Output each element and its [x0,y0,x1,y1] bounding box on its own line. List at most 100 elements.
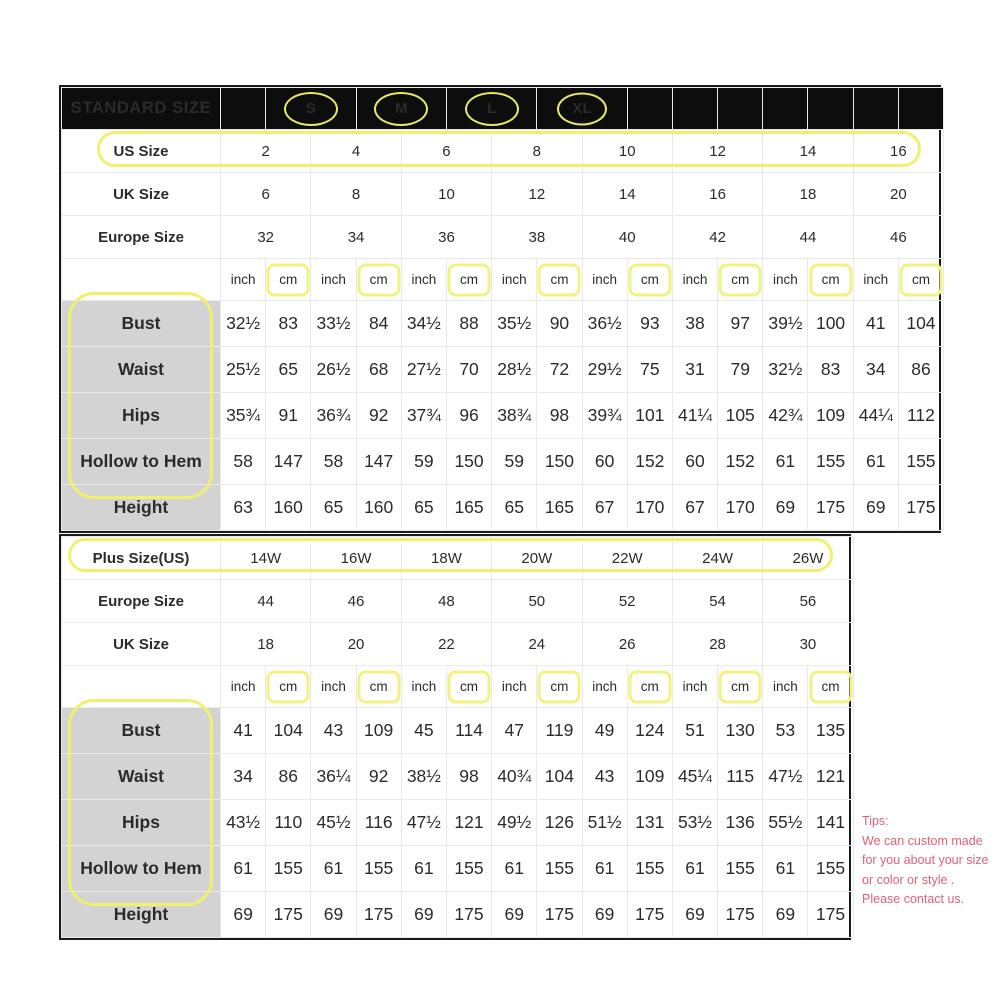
tips-line-4: Please contact us. [862,892,965,906]
unit-cell-inch-2: inch [310,258,357,301]
measure-cell-1-12: 32½ [762,346,809,393]
plus-measure-cell-1-6: 40¾ [491,753,538,800]
plus-measure-cell-3-0: 61 [219,845,267,892]
plus-measure-cell-3-10: 61 [671,845,719,892]
measure-label-height: Height [61,484,221,531]
plus-row-label-plus-size-us: Plus Size(US) [61,536,221,580]
unit-cell-cm-9: cm [626,258,673,301]
size-label-l: L [445,87,538,130]
measure-cell-1-11: 79 [717,346,764,393]
unit-text: inch [772,679,798,694]
plus-unit-cell-inch-2: inch [310,665,357,708]
plus-measure-cell-4-3: 175 [355,891,402,938]
cell-2-0: 32 [219,215,312,259]
measure-cell-0-9: 93 [626,300,673,347]
plus-measure-cell-3-3: 155 [355,845,402,892]
plus-measure-cell-3-12: 61 [762,845,809,892]
header-spacer-cell [717,87,764,130]
tips-line-0: Tips: [862,814,889,828]
plus-cell-0-2: 18W [400,536,493,580]
unit-text: cm [279,272,298,287]
plus-measure-cell-0-7: 119 [536,707,583,754]
plus-measure-cell-1-7: 104 [536,753,583,800]
plus-unit-cell-inch-6: inch [491,665,538,708]
header-spacer-cell [671,87,719,130]
header-spacer-cell [852,87,899,130]
plus-measure-cell-3-9: 155 [626,845,673,892]
cell-1-1: 8 [310,172,402,216]
standard-size-body: STANDARD SIZE S M L XL US Size 2 4 6 8 10 12 14 16 UK … [61,87,945,531]
table-row: Hollow to Hem 58 147 58 147 59 150 59 150 60 152 60… [61,438,945,485]
measure-cell-4-10: 67 [671,484,719,531]
plus-measure-cell-3-2: 61 [310,845,357,892]
size-label-text: XL [572,100,592,117]
plus-unit-cell-inch-4: inch [400,665,447,708]
header-spacer-cell [807,87,854,130]
plus-measure-cell-1-9: 109 [626,753,673,800]
unit-text: cm [369,272,388,287]
plus-measure-cell-2-10: 53½ [671,799,719,846]
table-row: Height 63 160 65 160 65 165 65 165 67 170 67 170 69 17… [61,484,945,531]
plus-measure-cell-1-2: 36¼ [310,753,357,800]
measure-cell-1-6: 28½ [491,346,538,393]
size-label-text: L [487,100,497,117]
plus-cell-1-0: 44 [219,579,312,623]
measure-cell-4-1: 160 [265,484,312,531]
unit-text: cm [731,272,750,287]
measure-cell-1-7: 72 [536,346,583,393]
plus-measure-cell-4-1: 175 [265,891,312,938]
cell-0-4: 10 [581,129,673,173]
plus-measure-cell-2-3: 116 [355,799,402,846]
measure-cell-2-14: 44¼ [852,392,899,439]
measure-cell-0-5: 88 [445,300,493,347]
size-label-m: M [355,87,447,130]
unit-cell-inch-10: inch [671,258,719,301]
size-label-text: M [395,100,408,117]
unit-cell-cm-13: cm [807,258,854,301]
unit-cell-inch-12: inch [762,258,809,301]
plus-cell-2-2: 22 [400,622,493,666]
plus-measure-cell-2-8: 51½ [581,799,628,846]
plus-unit-cell-inch-12: inch [762,665,809,708]
plus-measure-label-waist: Waist [61,753,221,800]
plus-measure-label-bust: Bust [61,707,221,754]
table-row: Plus Size(US) 14W 16W 18W 20W 22W 24W 26W [61,536,854,580]
plus-unit-cell-cm-1: cm [265,665,312,708]
plus-measure-cell-0-5: 114 [445,707,493,754]
measure-cell-2-7: 98 [536,392,583,439]
plus-unit-cell-cm-13: cm [807,665,854,708]
unit-text: inch [773,272,798,287]
plus-cell-1-5: 54 [671,579,764,623]
unit-text: inch [230,679,256,694]
size-label-s: S [265,87,357,130]
unit-text: inch [682,679,708,694]
table-row: Waist 34 86 36¼ 92 38½ 98 40¾ 104 43 109 45¼ 115 47½ 1… [61,753,854,800]
measure-cell-4-5: 165 [445,484,493,531]
measure-cell-0-4: 34½ [400,300,447,347]
size-label-xl: XL [536,87,628,130]
plus-unit-cell-cm-11: cm [717,665,764,708]
measure-cell-3-1: 147 [265,438,312,485]
measure-cell-0-0: 32½ [219,300,267,347]
plus-measure-cell-2-7: 126 [536,799,583,846]
measure-cell-2-15: 112 [897,392,945,439]
measure-cell-4-0: 63 [219,484,267,531]
plus-measure-cell-3-6: 61 [491,845,538,892]
plus-measure-cell-0-9: 124 [626,707,673,754]
measure-cell-4-8: 67 [581,484,628,531]
plus-cell-2-1: 20 [310,622,402,666]
plus-cell-2-3: 24 [491,622,583,666]
unit-cell-cm-1: cm [265,258,312,301]
table-row: UK Size 6 8 10 12 14 16 18 20 [61,172,945,216]
measure-cell-2-12: 42¾ [762,392,809,439]
unit-text: inch [411,272,437,287]
plus-measure-cell-4-2: 69 [310,891,357,938]
plus-measure-cell-3-1: 155 [265,845,312,892]
cell-0-5: 12 [671,129,764,173]
unit-cell-inch-6: inch [491,258,538,301]
plus-measure-cell-1-4: 38½ [400,753,447,800]
standard-size-title: STANDARD SIZE [61,87,221,130]
plus-cell-2-5: 28 [671,622,764,666]
measure-cell-3-9: 152 [626,438,673,485]
